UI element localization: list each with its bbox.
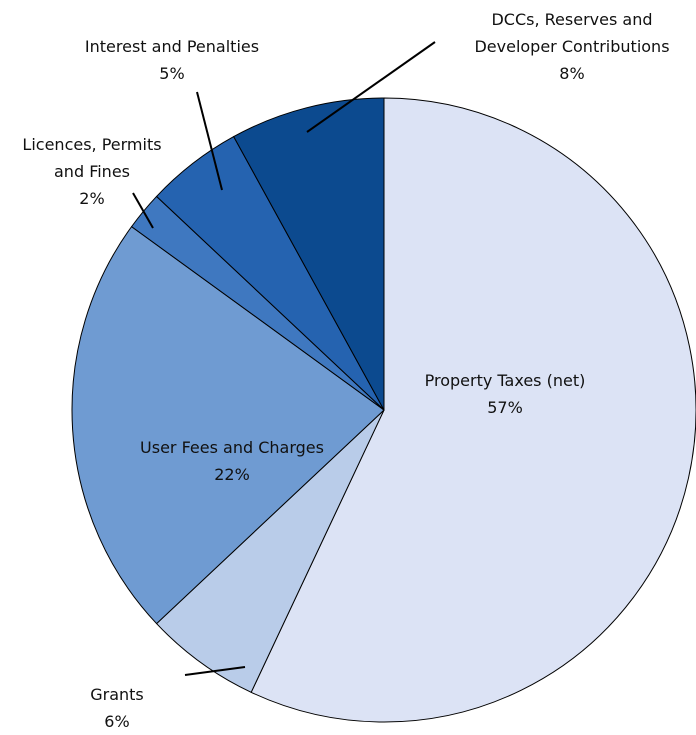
- percent-label: 8%: [559, 64, 585, 83]
- percent-label: 22%: [214, 465, 250, 484]
- slice-label: Licences, Permits and Fines 2%: [15, 131, 170, 212]
- percent-label: 5%: [159, 64, 185, 83]
- category-label: Interest and Penalties: [84, 37, 260, 56]
- slice-label: Property Taxes (net) 57%: [375, 367, 635, 421]
- leader-line: [306, 41, 436, 133]
- leader-line: [184, 666, 246, 676]
- slice-label: Grants 6%: [57, 681, 177, 735]
- slice-label: Interest and Penalties 5%: [52, 33, 292, 87]
- leader-line: [196, 91, 223, 191]
- category-label: Property Taxes (net): [424, 371, 586, 390]
- leader-line: [132, 192, 154, 229]
- category-label: Licences, Permits and Fines: [22, 135, 162, 181]
- slice-label: DCCs, Reserves and Developer Contributio…: [465, 6, 680, 87]
- category-label: DCCs, Reserves and Developer Contributio…: [474, 10, 670, 56]
- percent-label: 2%: [79, 189, 105, 208]
- pie-slice: [233, 97, 385, 411]
- percent-label: 6%: [104, 712, 130, 731]
- pie-slice: [71, 225, 385, 625]
- pie-slice: [250, 97, 696, 723]
- slice-label: User Fees and Charges 22%: [112, 434, 352, 488]
- category-label: User Fees and Charges: [140, 438, 324, 457]
- percent-label: 57%: [487, 398, 523, 417]
- category-label: Grants: [90, 685, 144, 704]
